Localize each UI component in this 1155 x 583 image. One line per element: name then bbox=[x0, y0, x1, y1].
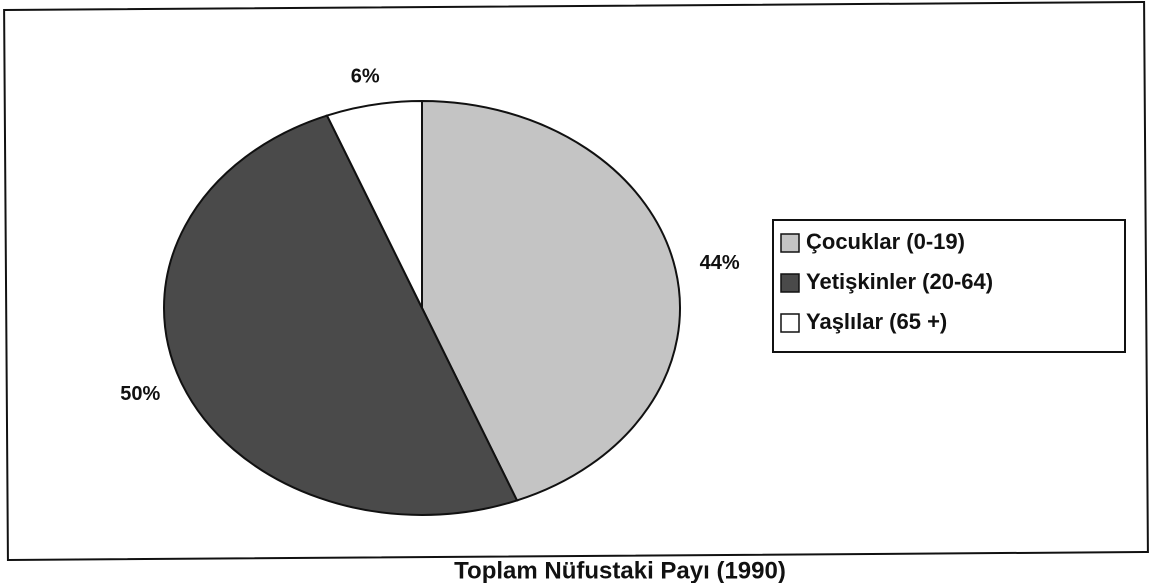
legend-swatch bbox=[780, 273, 800, 293]
pie-slice bbox=[163, 114, 519, 516]
chart-frame bbox=[3, 1, 1149, 561]
legend-label: Yaşlılar (65 +) bbox=[806, 309, 947, 334]
legend-box bbox=[772, 219, 1126, 353]
legend-swatch bbox=[780, 233, 800, 253]
pie-slice bbox=[325, 99, 423, 309]
legend-label: Çocuklar (0-19) bbox=[806, 229, 965, 254]
pie-slice bbox=[421, 99, 681, 502]
data-label: 50% bbox=[120, 383, 160, 405]
legend-label: Yetişkinler (20-64) bbox=[806, 269, 993, 294]
data-label: 6% bbox=[351, 65, 380, 87]
caption: Toplam Nüfustaki Payı (1990) bbox=[454, 557, 786, 583]
data-label: 44% bbox=[700, 252, 740, 274]
legend-swatch bbox=[780, 313, 800, 333]
